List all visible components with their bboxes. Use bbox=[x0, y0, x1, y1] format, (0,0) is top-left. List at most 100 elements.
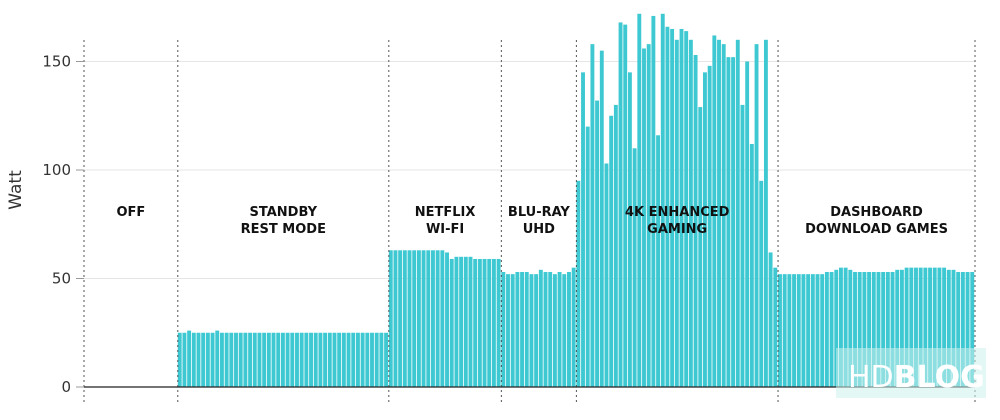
bar bbox=[468, 256, 473, 387]
bar bbox=[496, 258, 501, 387]
bar bbox=[951, 269, 956, 387]
bar bbox=[215, 330, 220, 387]
bar bbox=[599, 50, 604, 388]
bar bbox=[187, 330, 192, 387]
phase-label-line: NETFLIX bbox=[415, 205, 476, 220]
y-tick-label: 100 bbox=[42, 161, 71, 179]
bar bbox=[318, 332, 323, 387]
bar bbox=[384, 332, 389, 387]
bar bbox=[581, 72, 585, 387]
bar bbox=[773, 267, 778, 387]
bar bbox=[529, 274, 534, 387]
bar bbox=[623, 24, 628, 388]
bar bbox=[304, 332, 309, 387]
bar bbox=[205, 332, 210, 387]
bar bbox=[932, 267, 937, 387]
bar bbox=[355, 332, 360, 387]
bar bbox=[327, 332, 332, 387]
bar bbox=[426, 250, 431, 387]
bar bbox=[257, 332, 262, 387]
bar bbox=[726, 57, 731, 387]
bar bbox=[613, 104, 618, 388]
bar bbox=[323, 332, 328, 387]
bar bbox=[374, 332, 379, 387]
phase-label-line: BLU-RAY bbox=[508, 205, 571, 220]
y-tick-label: 50 bbox=[52, 270, 71, 288]
bar bbox=[243, 332, 248, 387]
bar bbox=[618, 22, 623, 387]
bar bbox=[445, 252, 449, 387]
bar bbox=[923, 267, 928, 387]
bar bbox=[234, 332, 238, 387]
bars-layer bbox=[177, 13, 975, 388]
bar bbox=[824, 271, 829, 387]
phase-label-line: OFF bbox=[116, 205, 145, 220]
phase-labels: OFF STANDBY REST MODE NETFLIX WI-FI BLU-RAY UH… bbox=[116, 205, 947, 237]
bar bbox=[637, 13, 642, 387]
bar bbox=[731, 57, 736, 387]
bar bbox=[810, 274, 815, 387]
bar bbox=[365, 332, 370, 387]
bar bbox=[609, 115, 614, 387]
phase-label: OFF bbox=[116, 205, 145, 220]
bar bbox=[937, 267, 942, 387]
bar bbox=[768, 252, 773, 387]
bar bbox=[843, 267, 848, 387]
bar bbox=[388, 250, 393, 387]
bar bbox=[459, 256, 464, 387]
bar bbox=[942, 267, 947, 387]
bar bbox=[416, 250, 421, 387]
bar bbox=[313, 332, 318, 387]
bar bbox=[717, 39, 721, 388]
bar bbox=[651, 15, 656, 388]
bar bbox=[393, 250, 398, 387]
bar bbox=[674, 39, 679, 388]
bar bbox=[431, 250, 435, 387]
phase-label: STANDBY REST MODE bbox=[241, 205, 326, 237]
bar bbox=[590, 44, 595, 387]
bar bbox=[665, 26, 670, 388]
bar bbox=[271, 332, 276, 387]
logo-it: .it bbox=[985, 368, 1000, 393]
bar bbox=[820, 274, 825, 387]
bar bbox=[853, 271, 857, 387]
phase-label-line: DASHBOARD bbox=[830, 205, 923, 220]
phase-label: BLU-RAY UHD bbox=[508, 205, 571, 237]
bar bbox=[881, 271, 886, 387]
bar bbox=[552, 274, 557, 387]
bar bbox=[796, 274, 801, 387]
bar bbox=[309, 332, 313, 387]
hdblog-logo: HDBLOG.it bbox=[836, 348, 1000, 398]
phase-label-line: REST MODE bbox=[241, 222, 326, 237]
bar bbox=[351, 332, 356, 387]
bar bbox=[571, 267, 576, 387]
phase-label: 4K ENHANCED GAMING bbox=[625, 205, 730, 237]
bar bbox=[782, 274, 787, 387]
bar bbox=[895, 269, 900, 387]
bar bbox=[918, 267, 923, 387]
bar bbox=[379, 332, 384, 387]
bar bbox=[299, 332, 304, 387]
bar bbox=[909, 267, 914, 387]
bar bbox=[815, 274, 820, 387]
bar bbox=[792, 274, 796, 387]
bar bbox=[806, 274, 811, 387]
bar bbox=[684, 31, 689, 388]
bar bbox=[219, 332, 224, 387]
bar bbox=[510, 274, 515, 387]
bar bbox=[834, 269, 839, 387]
phase-label: DASHBOARD DOWNLOAD GAMES bbox=[805, 205, 948, 237]
bar bbox=[421, 250, 426, 387]
phase-label-line: WI-FI bbox=[426, 222, 464, 237]
bar bbox=[276, 332, 281, 387]
bar bbox=[360, 332, 365, 387]
bar bbox=[238, 332, 243, 387]
bar bbox=[538, 269, 543, 387]
bar bbox=[876, 271, 881, 387]
bar bbox=[787, 274, 792, 387]
bar bbox=[229, 332, 234, 387]
bar bbox=[778, 274, 782, 387]
bar bbox=[604, 163, 609, 387]
bar bbox=[290, 332, 295, 387]
